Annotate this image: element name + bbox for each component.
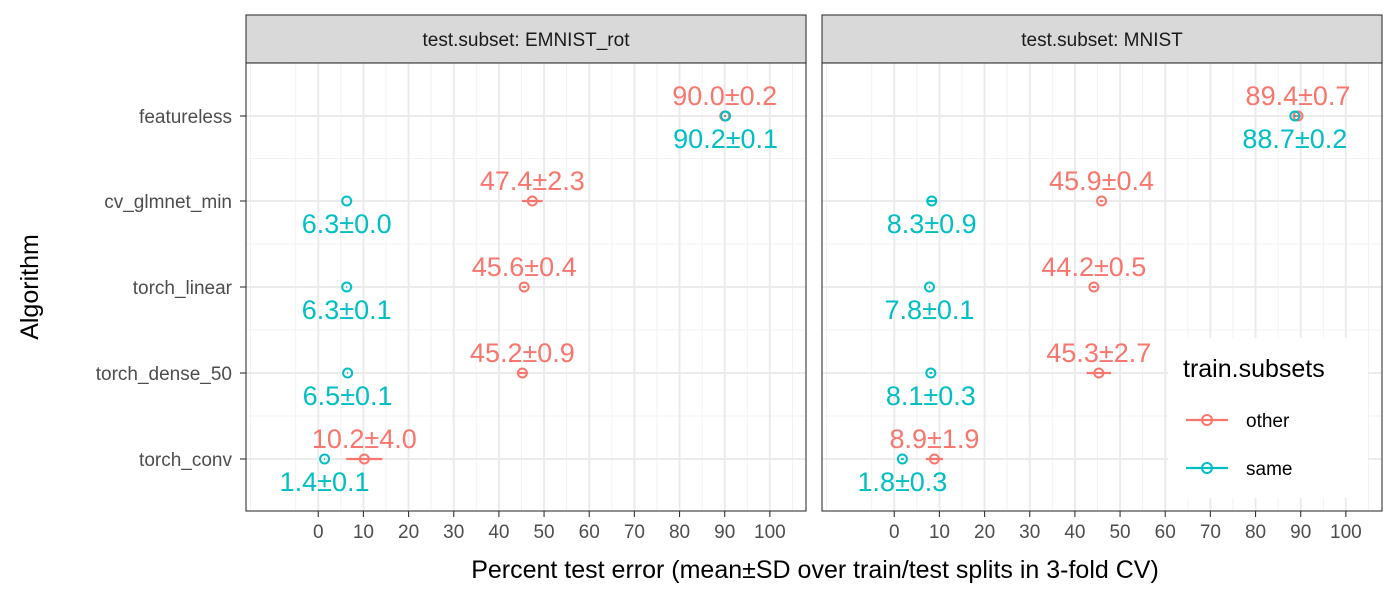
y-tick-label: torch_dense_50 — [96, 364, 232, 385]
data-point — [1289, 110, 1301, 122]
data-point — [1088, 281, 1100, 293]
y-tick-label: cv_glmnet_min — [104, 192, 232, 213]
x-tick-label: 50 — [1109, 522, 1130, 543]
data-point — [1096, 195, 1108, 207]
x-tick-label: 90 — [714, 522, 735, 543]
data-point — [516, 367, 528, 379]
data-label: 1.4±0.1 — [280, 467, 370, 497]
data-label: 1.8±0.3 — [857, 467, 947, 497]
data-label: 8.9±1.9 — [890, 424, 980, 454]
data-label: 45.3±2.7 — [1046, 338, 1151, 368]
data-label: 45.2±0.9 — [470, 338, 575, 368]
panel-strip — [821, 14, 1383, 64]
data-label: 45.6±0.4 — [472, 252, 577, 282]
x-tick-label: 100 — [754, 522, 786, 543]
x-tick-label: 40 — [1064, 522, 1085, 543]
x-tick-label: 40 — [488, 522, 509, 543]
data-point — [928, 453, 940, 465]
data-label: 8.3±0.9 — [887, 209, 977, 239]
x-tick-label: 50 — [533, 522, 554, 543]
data-label: 6.5±0.1 — [303, 381, 393, 411]
data-point — [358, 453, 370, 465]
data-label: 6.3±0.1 — [302, 295, 392, 325]
y-tick-label: featureless — [139, 107, 232, 128]
x-axis-title: Percent test error (mean±SD over train/t… — [471, 556, 1159, 584]
panel-strip-label: test.subset: MNIST — [1021, 30, 1183, 51]
x-tick-label: 20 — [398, 522, 419, 543]
data-label: 90.0±0.2 — [672, 81, 777, 111]
x-tick-label: 80 — [669, 522, 690, 543]
data-point — [896, 453, 908, 465]
panel-1: test.subset: EMNIST_rot 90.0±0.2 47.4±2.3 4… — [245, 14, 807, 543]
x-tick-label: 90 — [1290, 522, 1311, 543]
x-tick-label: 100 — [1330, 522, 1362, 543]
data-label: 44.2±0.5 — [1041, 252, 1146, 282]
legend-entry-label: same — [1246, 459, 1292, 480]
x-tick-label: 60 — [1155, 522, 1176, 543]
data-label: 90.2±0.1 — [673, 124, 778, 154]
data-label: 88.7±0.2 — [1242, 124, 1347, 154]
data-label: 8.1±0.3 — [886, 381, 976, 411]
data-point — [341, 195, 353, 207]
x-tick-label: 70 — [624, 522, 645, 543]
x-tick-label: 10 — [929, 522, 950, 543]
legend-key-point — [1201, 414, 1213, 426]
x-tick-label: 0 — [889, 522, 900, 543]
panel-strip — [245, 14, 807, 64]
data-point — [925, 367, 937, 379]
y-axis-title: Algorithm — [16, 234, 44, 340]
legend-key-point — [1201, 462, 1213, 474]
data-point — [341, 281, 353, 293]
data-point — [342, 367, 354, 379]
y-tick-label: torch_conv — [139, 450, 232, 471]
x-tick-label: 10 — [353, 522, 374, 543]
x-tick-label: 30 — [1019, 522, 1040, 543]
data-point — [926, 195, 938, 207]
x-tick-label: 20 — [974, 522, 995, 543]
y-axis: featureless cv_glmnet_min torch_lineartorc… — [96, 107, 246, 471]
data-point — [923, 281, 935, 293]
panel-border — [821, 62, 1383, 512]
data-point — [720, 110, 732, 122]
data-point — [518, 281, 530, 293]
data-label: 45.9±0.4 — [1049, 166, 1154, 196]
data-label: 7.8±0.1 — [885, 295, 975, 325]
data-label: 6.3±0.0 — [302, 209, 392, 239]
x-tick-label: 0 — [313, 522, 324, 543]
data-point — [526, 195, 538, 207]
panel-strip-label: test.subset: EMNIST_rot — [423, 30, 631, 51]
legend-entry-label: other — [1246, 411, 1290, 432]
x-tick-label: 60 — [579, 522, 600, 543]
data-label: 47.4±2.3 — [480, 166, 585, 196]
x-tick-label: 70 — [1200, 522, 1221, 543]
legend-title: train.subsets — [1183, 355, 1325, 383]
data-point — [319, 453, 331, 465]
x-tick-label: 30 — [443, 522, 464, 543]
data-point — [1093, 367, 1105, 379]
y-tick-label: torch_linear — [133, 278, 233, 299]
legend: train.subsets other same — [1168, 338, 1368, 498]
legend-background — [1168, 338, 1368, 498]
data-label: 89.4±0.7 — [1246, 81, 1351, 111]
data-label: 10.2±4.0 — [312, 424, 417, 454]
x-tick-label: 80 — [1245, 522, 1266, 543]
